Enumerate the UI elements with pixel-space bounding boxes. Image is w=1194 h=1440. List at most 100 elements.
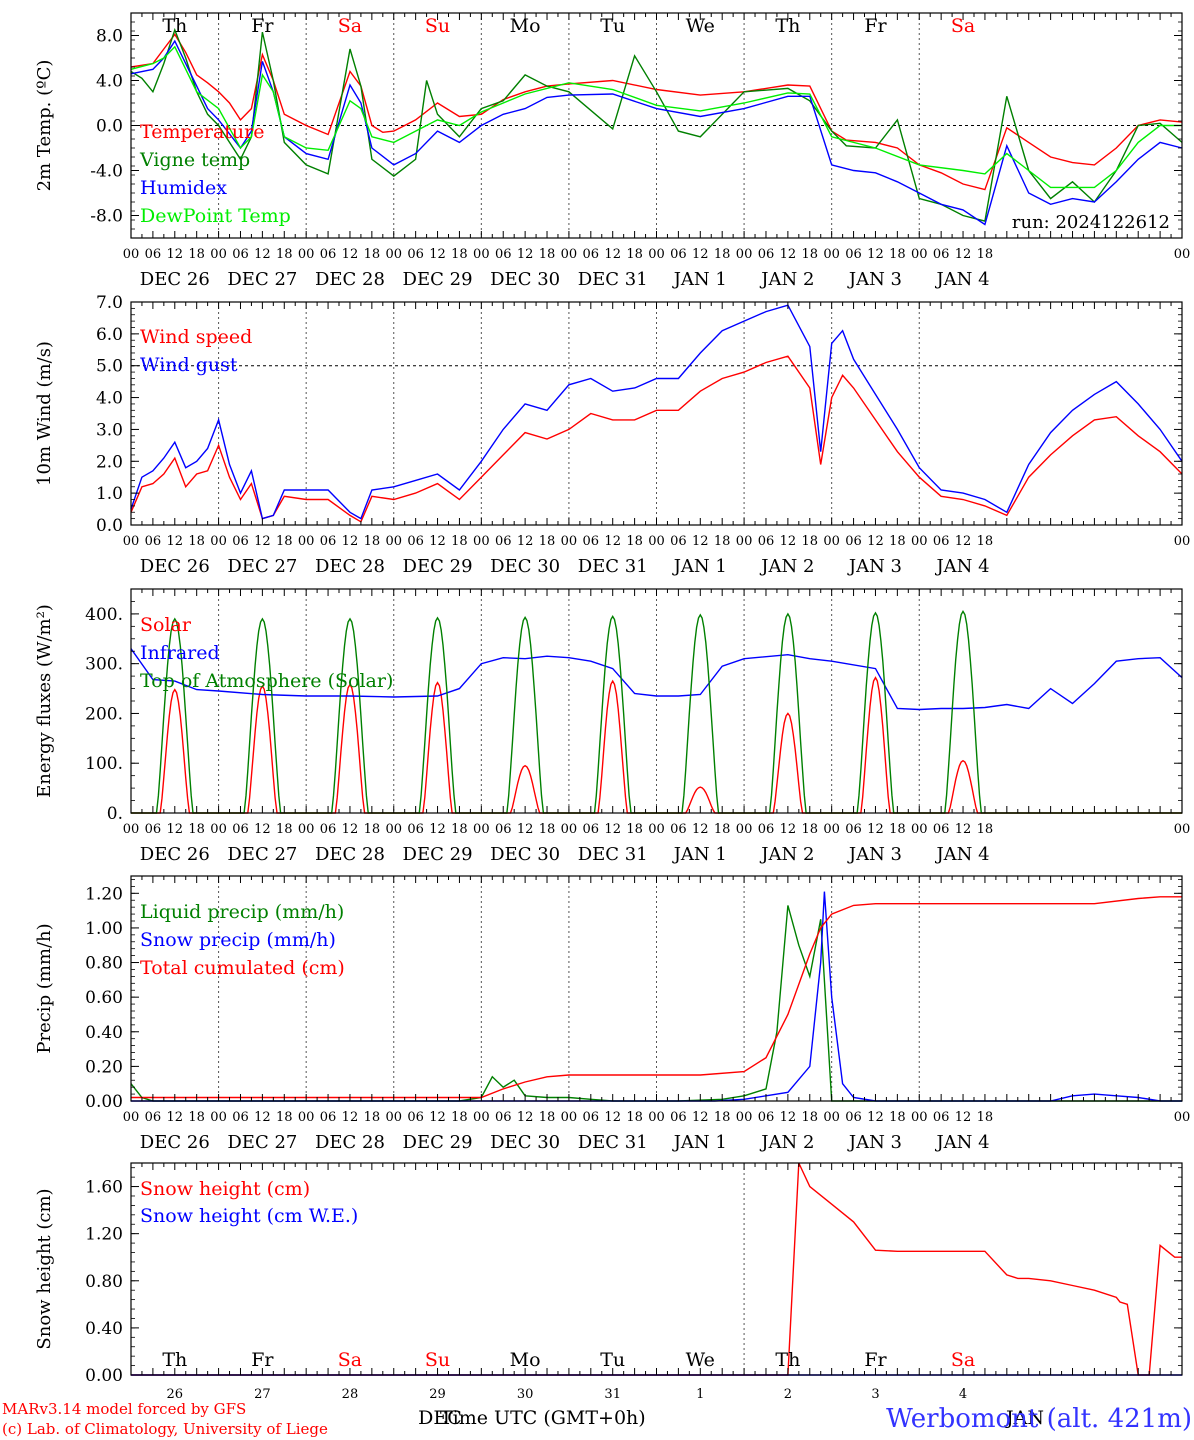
hour-label: 00: [561, 822, 578, 837]
hour-label: 06: [495, 534, 512, 549]
date-label: JAN 2: [759, 556, 814, 577]
day-number: 30: [517, 1387, 534, 1402]
series-line-4: [130, 45, 1182, 189]
hour-label: 00: [210, 822, 227, 837]
day-name: Tu: [600, 1349, 625, 1371]
hour-label: 18: [364, 534, 381, 549]
date-label: JAN 1: [672, 1132, 727, 1153]
y-tick-label: 0.40: [85, 1023, 123, 1043]
hour-label: 18: [276, 534, 293, 549]
hour-label: 00: [123, 247, 140, 262]
hour-label: 18: [364, 1110, 381, 1125]
y-tick-label: 0.00: [85, 1366, 123, 1386]
legend-entry: Wind speed: [140, 326, 252, 348]
hour-label: 12: [692, 1110, 709, 1125]
hour-label: 18: [451, 534, 468, 549]
hour-label: 18: [714, 1110, 731, 1125]
hour-label: 06: [670, 1110, 687, 1125]
hour-label: 00: [1174, 534, 1191, 549]
hour-label: 06: [933, 534, 950, 549]
series-line-2: [131, 891, 1182, 1102]
hour-label: 06: [583, 534, 600, 549]
hour-label: 12: [867, 534, 884, 549]
hour-label: 18: [889, 247, 906, 262]
hour-label: 00: [473, 247, 490, 262]
hour-label: 12: [517, 247, 534, 262]
y-tick-label: 6.0: [96, 325, 123, 345]
hour-label: 18: [626, 1110, 643, 1125]
hour-label: 18: [539, 247, 556, 262]
date-label: DEC 28: [315, 1132, 385, 1153]
date-label: JAN 3: [847, 269, 902, 290]
hour-label: 18: [714, 247, 731, 262]
hour-label: 00: [473, 534, 490, 549]
hour-label: 18: [801, 534, 818, 549]
hour-label: 18: [626, 822, 643, 837]
hour-label: 18: [276, 247, 293, 262]
hour-label: 06: [232, 822, 249, 837]
hour-label: 00: [911, 822, 928, 837]
hour-label: 00: [385, 247, 402, 262]
lab-credit: (c) Lab. of Climatology, University of L…: [2, 1420, 328, 1438]
date-label: DEC 29: [403, 844, 473, 865]
hour-label: 00: [123, 1110, 140, 1125]
y-tick-label: 200.: [85, 704, 123, 724]
panel-5: 0.00 0.40 0.80 1.20 1.60 Snow height (cm) Snow…: [34, 1162, 1183, 1386]
date-label: DEC 26: [140, 1132, 210, 1153]
hour-label: 12: [780, 822, 797, 837]
date-label: DEC 26: [140, 556, 210, 577]
date-label: JAN 1: [672, 844, 727, 865]
date-label: DEC 26: [140, 269, 210, 290]
hour-label: 18: [714, 534, 731, 549]
date-label: JAN 2: [759, 1132, 814, 1153]
y-tick-label: -4.0: [90, 162, 123, 182]
hour-label: 00: [736, 1110, 753, 1125]
day-name: Th: [775, 15, 800, 37]
legend-entry: Snow precip (mm/h): [140, 929, 336, 951]
y-tick-label: 2.0: [96, 452, 123, 472]
x-axis-label: Time UTC (GMT+0h): [440, 1407, 646, 1429]
y-tick-label: 0.: [107, 804, 123, 824]
y-tick-label: 0.80: [85, 954, 123, 974]
day-name: Su: [425, 1349, 450, 1371]
panel-4: 0.00 0.20 0.40 0.60 0.80 1.00 1.20 Precip (mm/h…: [34, 875, 1190, 1153]
day-name: Mo: [510, 15, 541, 37]
hour-label: 06: [232, 247, 249, 262]
y-axis-title: Precip (mm/h): [34, 923, 55, 1053]
date-label: DEC 27: [227, 556, 297, 577]
day-name: Su: [425, 15, 450, 37]
hour-label: 12: [429, 822, 446, 837]
legend-entry: Top of Atmosphere (Solar): [140, 670, 393, 692]
hour-label: 12: [604, 1110, 621, 1125]
y-tick-label: 0.20: [85, 1057, 123, 1077]
hour-label: 00: [385, 822, 402, 837]
hour-label: 06: [320, 534, 337, 549]
hour-label: 00: [561, 534, 578, 549]
run-annotation: run: 2024122612: [1012, 212, 1170, 233]
day-number: 1: [696, 1387, 704, 1402]
day-name: Th: [162, 1349, 187, 1371]
hour-label: 00: [823, 247, 840, 262]
hour-label: 06: [407, 534, 424, 549]
legend-entry: Solar: [140, 614, 192, 636]
hour-label: 18: [801, 822, 818, 837]
hour-label: 06: [933, 1110, 950, 1125]
y-tick-label: 4.0: [96, 389, 123, 409]
hour-label: 06: [845, 822, 862, 837]
hour-label: 00: [648, 247, 665, 262]
hour-label: 12: [254, 534, 271, 549]
y-axis-title: 10m Wind (m/s): [34, 341, 55, 486]
y-tick-label: 0.0: [96, 117, 123, 137]
day-name: Fr: [251, 15, 274, 37]
y-tick-label: 0.80: [85, 1272, 123, 1292]
date-label: JAN 1: [672, 556, 727, 577]
series-line-2: [130, 27, 1183, 222]
hour-label: 12: [867, 822, 884, 837]
day-number: 4: [959, 1387, 967, 1402]
hour-label: 00: [298, 1110, 315, 1125]
hour-label: 12: [867, 1110, 884, 1125]
hour-label: 00: [1174, 247, 1191, 262]
hour-label: 00: [561, 247, 578, 262]
hour-label: 06: [407, 247, 424, 262]
month-label: JAN: [1004, 1407, 1044, 1429]
